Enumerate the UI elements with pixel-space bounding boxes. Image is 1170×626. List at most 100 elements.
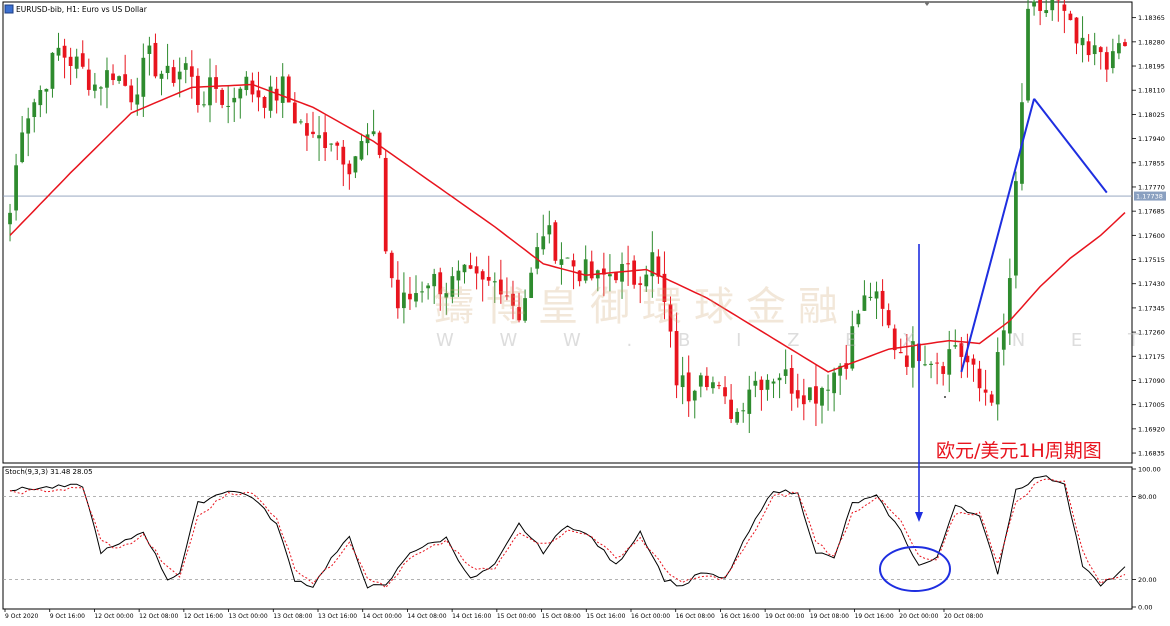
candle-body: [778, 378, 782, 380]
candle-body: [978, 369, 982, 389]
candle-body: [117, 76, 121, 81]
x-tick-label: 19 Oct 16:00: [855, 613, 894, 620]
x-tick-label: 19 Oct 00:00: [765, 613, 804, 620]
candle-body: [257, 90, 261, 97]
candle-body: [802, 395, 806, 404]
candle-body: [784, 369, 788, 376]
y-tick-label: 1.16920: [1138, 425, 1165, 433]
candle-body: [305, 123, 309, 136]
candle-body: [475, 266, 479, 273]
candle-body: [372, 131, 376, 134]
y-tick-label: 1.17940: [1138, 135, 1165, 143]
candle-body: [729, 400, 733, 419]
candle-body: [856, 314, 860, 325]
candle-body: [396, 280, 400, 308]
candle-body: [741, 410, 745, 411]
candle-body: [735, 412, 739, 423]
watermark-brand: 鑄博皇御環球金融: [434, 274, 850, 332]
candle-body: [378, 133, 382, 155]
candle-body: [1038, 0, 1042, 11]
candle-body: [941, 366, 945, 374]
candle-body: [808, 387, 812, 400]
candle-body: [69, 57, 73, 66]
candle-body: [408, 294, 412, 300]
candle-body: [723, 387, 727, 396]
candle-body: [354, 156, 358, 172]
candle-body: [899, 352, 903, 353]
candle-body: [705, 376, 709, 387]
candle-body: [238, 89, 242, 99]
candle-body: [1044, 10, 1048, 13]
candle-body: [38, 90, 42, 105]
candle-body: [863, 295, 867, 310]
candle-body: [875, 291, 879, 298]
candle-body: [1014, 181, 1018, 275]
candle-body: [281, 76, 285, 102]
y-tick-label: 1.17600: [1138, 232, 1165, 240]
x-tick-label: 13 Oct 16:00: [318, 613, 357, 620]
stoch-y-tick-label: 100.00: [1138, 466, 1161, 474]
candle-body: [469, 265, 473, 269]
y-tick-label: 1.17515: [1138, 256, 1165, 264]
candle-body: [566, 258, 570, 259]
candle-body: [148, 46, 152, 54]
candle-body: [1008, 278, 1012, 333]
candle-body: [402, 293, 406, 308]
candle-body: [99, 87, 103, 88]
x-tick-label: 16 Oct 08:00: [676, 613, 715, 620]
candle-body: [947, 349, 951, 375]
candle-body: [135, 94, 139, 104]
candle-body: [45, 89, 49, 92]
candle-body: [935, 363, 939, 364]
x-tick-label: 15 Oct 16:00: [586, 613, 625, 620]
candle-body: [32, 102, 36, 117]
candle-body: [420, 291, 424, 292]
candle-body: [626, 263, 630, 264]
x-tick-label: 15 Oct 08:00: [542, 613, 581, 620]
x-tick-label: 13 Oct 08:00: [273, 613, 312, 620]
candle-body: [414, 293, 418, 301]
candle-body: [990, 394, 994, 402]
candle-body: [123, 74, 127, 86]
candle-body: [390, 253, 394, 278]
y-tick-label: 1.18025: [1138, 111, 1165, 119]
candle-body: [384, 158, 388, 251]
x-tick-label: 9 Oct 2020: [5, 613, 38, 620]
x-tick-label: 12 Oct 00:00: [94, 613, 133, 620]
candle-body: [1075, 18, 1079, 44]
candle-body: [184, 63, 188, 70]
candle-body: [687, 372, 691, 401]
y-tick-label: 1.18365: [1138, 14, 1165, 22]
x-tick-label: 12 Oct 16:00: [184, 613, 223, 620]
candle-body: [905, 356, 909, 367]
candle-body: [232, 98, 236, 102]
candle-body: [87, 70, 91, 90]
candle-body: [820, 388, 824, 406]
x-tick-label: 20 Oct 00:00: [899, 613, 938, 620]
x-tick-label: 14 Oct 08:00: [407, 613, 446, 620]
candle-body: [766, 380, 770, 390]
candle-body: [323, 132, 327, 148]
y-tick-label: 1.16835: [1138, 450, 1165, 458]
y-tick-label: 1.17770: [1138, 183, 1165, 191]
candle-body: [1111, 51, 1115, 68]
candle-body: [220, 90, 224, 105]
candle-body: [178, 72, 182, 80]
candle-body: [105, 70, 109, 88]
candle-body: [360, 141, 364, 159]
candle-body: [26, 118, 30, 133]
candle-body: [426, 286, 430, 289]
candle-body: [541, 236, 545, 249]
chart-title: EURUSD-bib, H1: Euro vs US Dollar: [16, 5, 148, 14]
x-tick-label: 19 Oct 08:00: [810, 613, 849, 620]
candle-body: [996, 352, 1000, 404]
candle-body: [51, 53, 55, 89]
candle-body: [14, 165, 18, 210]
x-tick-label: 13 Oct 00:00: [229, 613, 268, 620]
stoch-y-tick-label: 0.00: [1138, 604, 1152, 612]
candle-body: [166, 66, 170, 73]
candle-body: [93, 85, 97, 91]
candle-body: [317, 135, 321, 138]
candle-body: [1117, 43, 1121, 53]
candle-body: [560, 259, 564, 265]
